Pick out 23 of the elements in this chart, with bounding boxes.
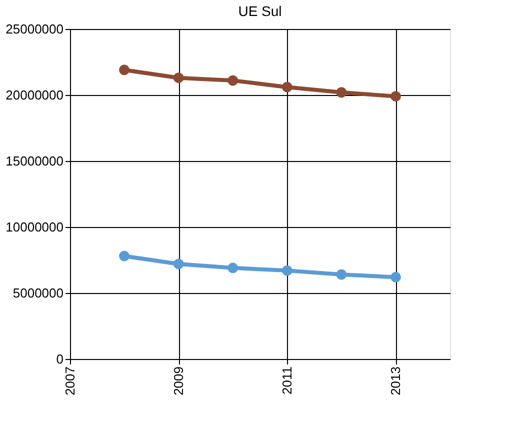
x-tick-label: 2009 xyxy=(171,366,186,396)
point xyxy=(119,64,130,76)
chart-title: UE Sul xyxy=(238,3,282,19)
y-tick-label: 5000000 xyxy=(12,286,64,300)
x-tick-label: 2011 xyxy=(280,366,295,394)
y-tick-label: 20000000 xyxy=(6,88,64,102)
point xyxy=(336,87,347,98)
x-tick-label: 2013 xyxy=(388,366,404,396)
y-tick-label: 25000000 xyxy=(6,22,64,36)
y-tick-label: 10000000 xyxy=(6,220,64,234)
point xyxy=(228,262,238,274)
x-tick-label: 2007 xyxy=(62,366,78,396)
point xyxy=(228,75,238,86)
point xyxy=(173,72,184,84)
y-tick-label: 0 xyxy=(56,352,64,366)
point xyxy=(119,250,130,262)
point xyxy=(282,265,292,276)
point xyxy=(336,269,347,280)
y-tick-label: 15000000 xyxy=(6,154,64,168)
point xyxy=(390,91,401,102)
point xyxy=(282,82,292,92)
point xyxy=(173,258,184,270)
point xyxy=(390,272,401,282)
